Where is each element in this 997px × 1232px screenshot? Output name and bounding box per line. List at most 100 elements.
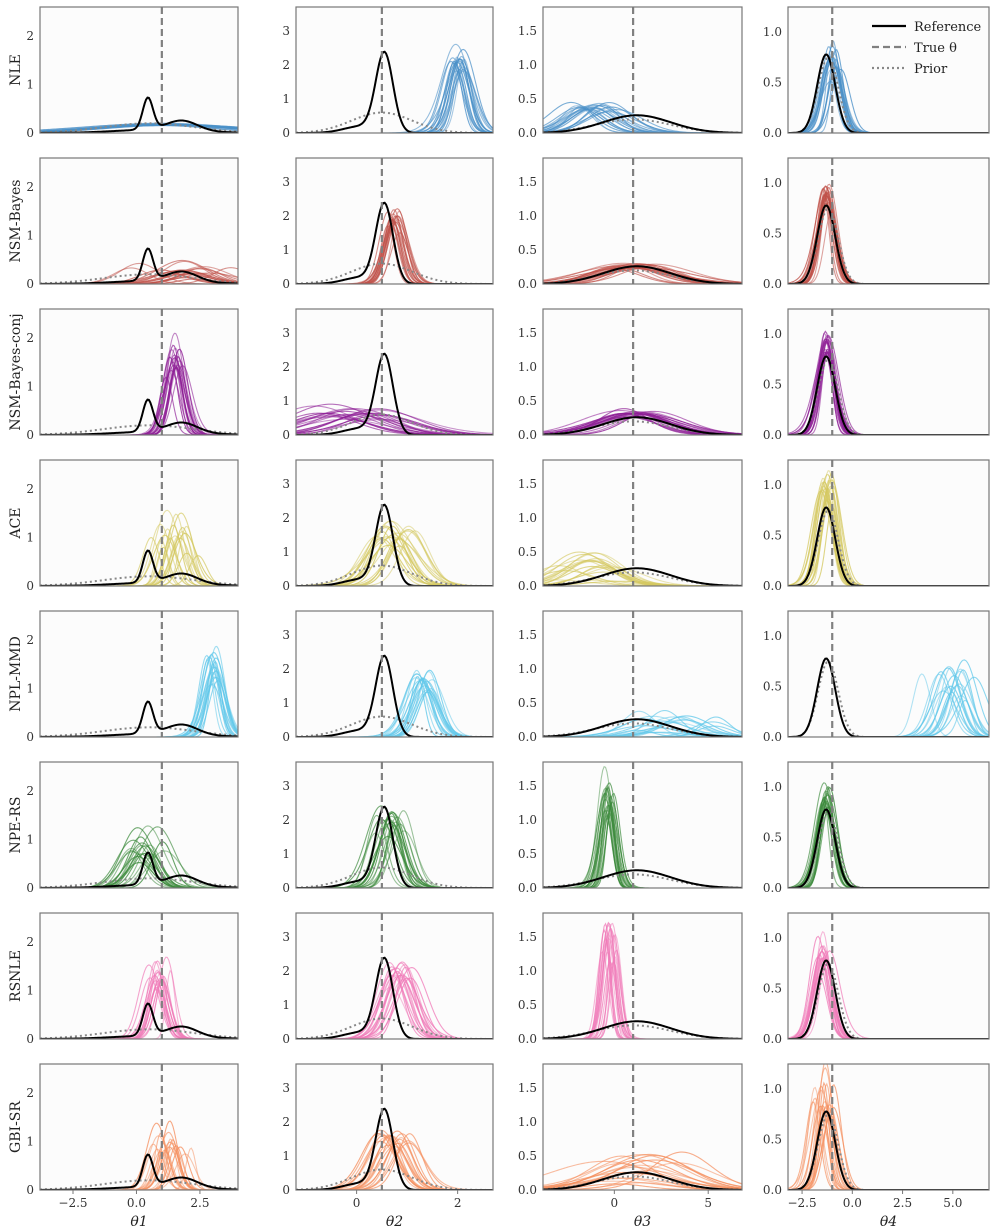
posterior-sample-curve [296,208,493,284]
row-label-rsnle: RSNLE [8,950,24,1002]
panel-rsnle-4: 0.0 0.5 1.0 [763,912,990,1046]
y-tick-label: 1.0 [763,1082,782,1096]
y-tick-label: 1.5 [518,930,537,944]
y-tick-label: 0.5 [763,378,782,392]
y-tick-label: 0 [26,579,34,593]
posterior-sample-curve [296,219,493,284]
panel-frame [787,610,990,738]
posterior-sample-curve [788,335,989,435]
posterior-sample-curve [40,684,238,737]
y-tick-label: 0 [282,579,290,593]
posterior-sample-curve [296,810,493,888]
y-tick-label: 1.0 [763,931,782,945]
prior-curve [788,509,989,586]
y-tick-label: 2 [282,813,290,827]
x-axis-label: θ4 [880,1214,897,1230]
reference-curve [296,352,493,435]
y-tick-label: 1 [26,531,34,545]
y-tick-label: 3 [282,930,290,944]
panel-background [543,913,742,1039]
y-tick-label: 1 [282,696,290,710]
y-tick-label: 1.0 [518,360,537,374]
posterior-sample-curve [40,660,238,737]
posterior-sample-curve [543,1164,742,1189]
y-tick-label: 0 [26,277,34,291]
posterior-sample-curve [788,338,989,435]
posterior-sample-curve [296,814,493,888]
y-tick-label: 1 [26,833,34,847]
y-tick-label: 3 [282,477,290,491]
y-tick-label: 2 [282,964,290,978]
row-label-npl-mmd: NPL-MMD [8,636,24,712]
y-tick-label: 0.0 [518,579,537,593]
posterior-sample-curve [40,124,238,132]
y-tick-label: 2 [26,331,34,345]
plot-area [788,309,989,435]
prior-curve [543,722,742,737]
panel-ace-4: 0.0 0.5 1.0 [763,459,990,593]
y-tick-label: 0 [26,1183,34,1197]
posterior-sample-curve [40,260,238,284]
y-tick-label: 1.5 [518,24,537,38]
posterior-sample-curve [788,351,989,435]
y-tick-label: 3 [282,628,290,642]
y-tick-label: 3 [282,1081,290,1095]
y-tick-label: 1.5 [518,477,537,491]
posterior-sample-curve [543,721,742,737]
y-tick-label: 0 [282,1183,290,1197]
prior-curve [788,358,989,435]
panel-background [40,158,238,284]
y-tick-label: 2 [26,1086,34,1100]
y-tick-label: 1 [26,78,34,92]
y-tick-label: 0.0 [763,881,782,895]
y-tick-label: 2 [282,58,290,72]
posterior-sample-curve [296,974,493,1039]
posterior-sample-curve [296,218,493,284]
posterior-sample-curve [543,1171,742,1190]
posterior-sample-curve [40,267,238,284]
legend-entry: True θ [914,41,957,56]
panel-frame [295,761,494,889]
y-tick-label: 1 [282,998,290,1012]
y-tick-label: 0.5 [518,394,537,408]
posterior-sample-curve [788,957,989,1039]
posterior-sample-curve [788,470,989,586]
x-tick-label: −2.5 [787,1196,816,1210]
panel-background [40,1064,238,1190]
x-tick-label: 2.5 [190,1196,209,1210]
panel-npl-mmd-2: 0 1 2 3 [282,610,494,744]
plot-area [296,158,493,284]
panel-nsm-bayes-conj-3: 0.0 0.5 1.0 1.5 [518,308,743,442]
prior-curve [788,660,989,737]
posterior-sample-curve [788,954,989,1039]
posterior-sample-curve [296,821,493,888]
y-tick-label: 1.5 [518,628,537,642]
posterior-sample-curve [788,1081,989,1190]
posterior-sample-curve [40,269,238,284]
posterior-sample-curve [40,653,238,737]
posterior-sample-curve [788,806,989,888]
posterior-sample-curve [788,944,989,1039]
posterior-sample-curve [40,862,238,888]
posterior-sample-curve [40,658,238,737]
panel-frame [295,459,494,587]
posterior-sample-curve [40,960,238,1039]
prior-curve [543,1024,742,1039]
posterior-sample-curve [296,669,493,737]
y-tick-label: 0.0 [518,881,537,895]
y-tick-label: 0.0 [763,277,782,291]
posterior-sample-curve [296,825,493,888]
panel-frame [787,912,990,1040]
y-tick-label: 0 [282,1032,290,1046]
y-tick-label: 1.0 [518,964,537,978]
panel-background [40,7,238,133]
y-tick-label: 0.0 [518,277,537,291]
plot-area [543,309,742,435]
plot-area [40,7,238,133]
y-tick-label: 1.0 [763,176,782,190]
panel-frame [787,1063,990,1191]
posterior-sample-curve [788,210,989,284]
legend: Reference True θ Prior [872,20,982,77]
y-tick-label: 2 [26,482,34,496]
